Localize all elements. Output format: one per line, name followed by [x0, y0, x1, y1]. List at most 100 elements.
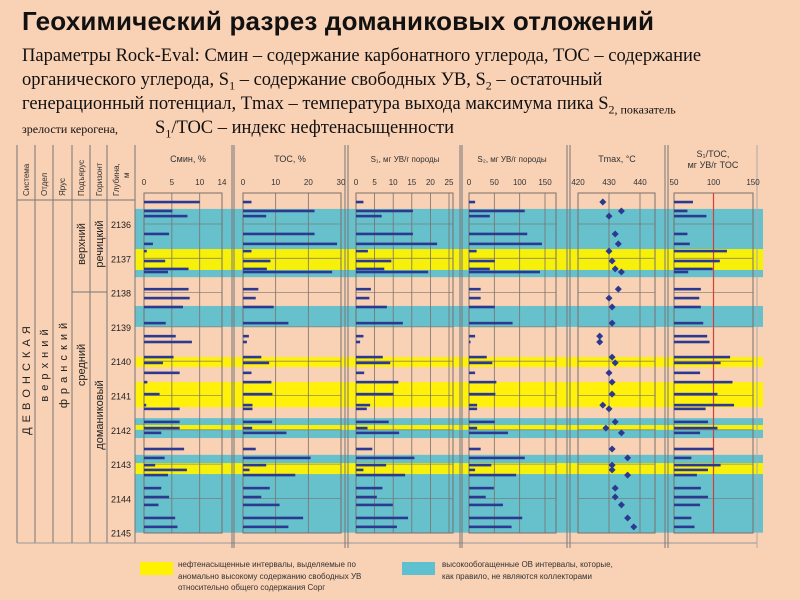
- tmax-point: [608, 466, 616, 474]
- legend-swatch-cyan: [402, 562, 435, 575]
- bar-s2: [469, 321, 513, 325]
- desc-text: органического углерода, S: [22, 70, 230, 90]
- depth-label: 2141: [111, 392, 131, 402]
- column-header-2: Ярус: [58, 178, 67, 196]
- bar-s2: [469, 463, 492, 467]
- tmax-point: [614, 240, 622, 248]
- bar-s1toc: [674, 259, 720, 263]
- bar-cmin: [144, 209, 173, 213]
- tmax-point: [608, 353, 616, 361]
- bar-s1: [356, 468, 364, 472]
- bar-cmin: [144, 447, 185, 451]
- tick-label-tmax: 440: [633, 178, 647, 187]
- tmax-point: [624, 454, 632, 462]
- bar-s1toc: [674, 447, 714, 451]
- stratigraphy-horizon-lower: доманиковый: [94, 380, 106, 449]
- tmax-point: [608, 303, 616, 311]
- tick-label-s1: 0: [354, 178, 359, 187]
- desc-sub: 1: [229, 78, 236, 93]
- bar-s2: [469, 525, 512, 529]
- desc-text: – остаточный: [491, 70, 603, 90]
- stratigraphy-horizon-upper: речицкий: [94, 220, 106, 267]
- bar-s1: [356, 380, 399, 384]
- tmax-point: [602, 424, 610, 432]
- bar-s2: [469, 214, 490, 218]
- tmax-point: [611, 418, 619, 426]
- bar-toc: [243, 259, 271, 263]
- bar-cmin: [144, 503, 159, 507]
- description-line-2: органического углерода, S1 – содержание …: [22, 68, 602, 98]
- bar-toc: [243, 468, 250, 472]
- tmax-point: [608, 378, 616, 386]
- bar-s2: [469, 392, 496, 396]
- bar-s1: [356, 340, 361, 344]
- bar-toc: [243, 516, 304, 520]
- slide-title: Геохимический разрез доманиковых отложен…: [22, 6, 655, 36]
- bar-cmin: [144, 270, 168, 274]
- bar-s1toc: [674, 321, 704, 325]
- description-line-3: генерационный потенциал, Tmax – температ…: [22, 92, 676, 122]
- desc-text: Параметры Rock-Eval: Смин – содержание к…: [22, 46, 702, 66]
- bar-cmin: [144, 463, 156, 467]
- tmax-point: [617, 268, 625, 276]
- bar-s2: [469, 420, 495, 424]
- bar-s1: [356, 516, 409, 520]
- bar-toc: [243, 214, 267, 218]
- bar-toc: [243, 209, 315, 213]
- tick-label-s1: 15: [407, 178, 416, 187]
- column-header-4: Горизонт: [95, 162, 104, 196]
- bar-toc: [243, 380, 272, 384]
- bar-cmin: [144, 380, 148, 384]
- bar-s2: [469, 371, 476, 375]
- bar-s1toc: [674, 242, 690, 246]
- bar-toc: [243, 525, 289, 529]
- bar-s1toc: [674, 267, 713, 271]
- bar-s2: [469, 486, 494, 490]
- tmax-point: [624, 514, 632, 522]
- tick-label-toc: 30: [337, 178, 346, 187]
- depth-label: 2144: [111, 494, 131, 504]
- bar-cmin: [144, 259, 166, 263]
- bar-cmin: [144, 456, 165, 460]
- bar-s2: [469, 456, 525, 460]
- tmax-point: [599, 198, 607, 206]
- bar-toc: [243, 334, 249, 338]
- bar-s1toc: [674, 340, 710, 344]
- bar-toc: [243, 296, 256, 300]
- bar-cmin: [144, 287, 189, 291]
- bar-s2: [469, 267, 490, 271]
- bar-s1toc: [674, 503, 701, 507]
- bar-s1: [356, 242, 438, 246]
- bar-s1toc: [674, 420, 708, 424]
- bar-s1toc: [674, 214, 707, 218]
- bar-s1toc: [674, 296, 700, 300]
- bar-s2: [469, 473, 517, 477]
- legend-text-yellow: нефтенасыщенные интервалы, выделяемые по…: [178, 560, 362, 592]
- desc-text: генерационный потенциал, Tmax – температ…: [22, 94, 609, 114]
- bar-s1toc: [674, 232, 688, 236]
- bar-toc: [243, 242, 338, 246]
- bar-s2: [469, 516, 523, 520]
- bar-s2: [469, 361, 493, 365]
- bar-s1toc: [674, 407, 706, 411]
- track-title-s2: S₂, мг УВ/г породы: [477, 155, 546, 164]
- bar-s1toc: [674, 200, 693, 204]
- bar-s2: [469, 232, 528, 236]
- desc-sub: 1: [165, 126, 172, 141]
- bar-s1: [356, 361, 391, 365]
- bar-s1: [356, 420, 389, 424]
- bar-toc: [243, 340, 247, 344]
- tmax-point: [605, 405, 613, 413]
- bar-toc: [243, 456, 311, 460]
- bar-s1toc: [674, 371, 701, 375]
- desc-text: – содержание свободных УВ, S: [235, 70, 486, 90]
- bar-toc: [243, 392, 273, 396]
- bar-s2: [469, 296, 481, 300]
- track-title-s1: S₁, мг УВ/г породы: [371, 155, 440, 164]
- bar-s2: [469, 340, 471, 344]
- bar-s1: [356, 463, 387, 467]
- tmax-point: [596, 338, 604, 346]
- bar-s1: [356, 287, 371, 291]
- depth-label: 2145: [111, 529, 131, 539]
